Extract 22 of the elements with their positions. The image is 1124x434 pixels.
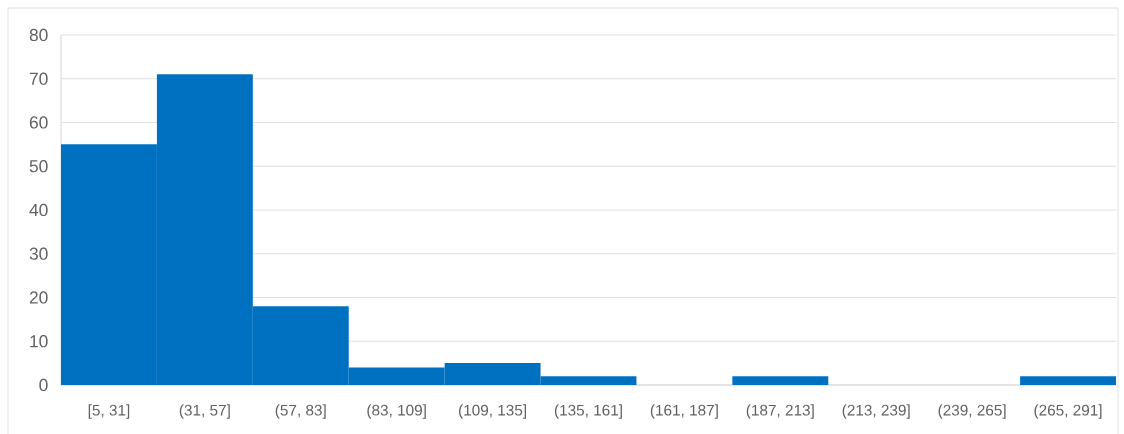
y-tick-label: 60 bbox=[29, 116, 48, 129]
x-tick-label: (109, 135] bbox=[459, 404, 526, 419]
y-tick-label: 10 bbox=[30, 335, 48, 348]
bar bbox=[732, 376, 829, 385]
y-tick-label: 40 bbox=[29, 203, 48, 217]
y-tick-label: 70 bbox=[29, 72, 48, 85]
x-tick-label: (265, 291] bbox=[1034, 404, 1102, 419]
x-tick-label: [5, 31] bbox=[88, 404, 130, 419]
y-tick-label: 80 bbox=[29, 28, 48, 42]
y-tick-label: 20 bbox=[29, 291, 48, 304]
x-tick-label: (161, 187] bbox=[650, 404, 718, 419]
x-tick-label: (135, 161] bbox=[554, 404, 622, 419]
y-tick-label: 0 bbox=[39, 378, 48, 392]
bar bbox=[1020, 376, 1116, 385]
x-tick-label: (57, 83] bbox=[275, 404, 326, 419]
x-tick-label: (83, 109] bbox=[367, 404, 426, 419]
x-tick-label: (213, 239] bbox=[842, 404, 910, 419]
y-tick-label: 30 bbox=[29, 247, 48, 260]
x-tick-label: (187, 213] bbox=[746, 404, 814, 419]
x-tick-label: (239, 265] bbox=[938, 404, 1006, 419]
y-tick-label: 50 bbox=[29, 160, 48, 173]
x-tick-label: (31, 57] bbox=[179, 404, 230, 419]
